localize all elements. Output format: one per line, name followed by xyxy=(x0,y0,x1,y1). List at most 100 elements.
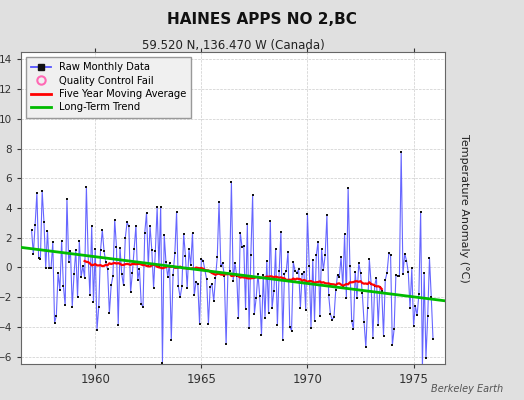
Point xyxy=(303,211,312,217)
Point xyxy=(330,314,338,320)
Point xyxy=(270,288,278,294)
Point xyxy=(231,260,239,266)
Point xyxy=(381,277,389,283)
Point xyxy=(176,294,184,301)
Point xyxy=(358,290,366,296)
Point xyxy=(187,262,195,268)
Point xyxy=(149,285,158,291)
Point xyxy=(280,270,289,277)
Point xyxy=(423,313,432,319)
Point xyxy=(193,281,202,288)
Point xyxy=(143,210,151,216)
Point xyxy=(96,247,105,253)
Point xyxy=(259,272,267,278)
Point xyxy=(378,288,386,294)
Point xyxy=(286,324,294,330)
Point xyxy=(119,282,128,289)
Point xyxy=(49,239,57,246)
Point xyxy=(315,312,324,319)
Point xyxy=(250,310,259,317)
Point xyxy=(61,302,69,308)
Point xyxy=(418,364,427,370)
Legend: Raw Monthly Data, Quality Control Fail, Five Year Moving Average, Long-Term Tren: Raw Monthly Data, Quality Control Fail, … xyxy=(26,57,191,118)
Point xyxy=(261,314,269,321)
Point xyxy=(169,272,177,278)
Point xyxy=(146,223,154,230)
Point xyxy=(73,294,82,300)
Point xyxy=(157,204,165,210)
Point xyxy=(64,258,73,265)
Point xyxy=(263,258,271,264)
Point xyxy=(91,246,100,252)
Point xyxy=(107,282,115,289)
Point xyxy=(305,263,313,269)
Point xyxy=(153,204,161,211)
Point xyxy=(254,270,262,277)
Point xyxy=(199,258,208,264)
Point xyxy=(369,335,377,341)
Point xyxy=(292,270,301,276)
Point xyxy=(163,274,172,280)
Point xyxy=(50,320,59,326)
Point xyxy=(70,271,78,278)
Point xyxy=(291,268,299,274)
Point xyxy=(356,269,365,276)
Point xyxy=(114,322,123,328)
Point xyxy=(63,196,71,202)
Point xyxy=(210,298,218,305)
Point xyxy=(72,247,80,253)
Point xyxy=(224,271,232,278)
Point xyxy=(339,284,347,291)
Point xyxy=(225,268,234,275)
Point xyxy=(185,246,193,253)
Point xyxy=(399,271,407,278)
Point xyxy=(257,332,266,338)
Point xyxy=(364,304,372,311)
Point xyxy=(310,317,319,324)
Point xyxy=(108,273,117,279)
Point xyxy=(190,292,199,298)
Point xyxy=(372,275,380,281)
Point xyxy=(201,267,209,274)
Point xyxy=(385,250,393,257)
Point xyxy=(379,332,388,339)
Point xyxy=(321,252,330,258)
Point xyxy=(79,263,87,269)
Point xyxy=(140,230,149,236)
Point xyxy=(227,179,236,186)
Point xyxy=(67,248,75,254)
Point xyxy=(222,341,230,348)
Point xyxy=(300,269,308,275)
Point xyxy=(81,274,89,281)
Point xyxy=(347,318,356,324)
Point xyxy=(242,306,250,313)
Point xyxy=(32,190,41,196)
Point xyxy=(29,251,38,257)
Point xyxy=(333,271,342,278)
Point xyxy=(35,255,43,262)
Point xyxy=(206,284,214,290)
Point xyxy=(337,254,345,260)
Point xyxy=(273,322,281,329)
Point xyxy=(296,305,304,311)
Point xyxy=(40,218,48,225)
Point xyxy=(406,305,414,311)
Point xyxy=(162,259,170,266)
Point xyxy=(346,262,354,269)
Point xyxy=(155,263,163,269)
Point xyxy=(103,266,112,273)
Point xyxy=(388,342,397,348)
Point xyxy=(275,268,283,275)
Title: 59.520 N, 136.470 W (Canada): 59.520 N, 136.470 W (Canada) xyxy=(142,39,324,52)
Point xyxy=(195,321,204,328)
Point xyxy=(402,257,411,264)
Point xyxy=(341,231,349,237)
Point xyxy=(229,278,237,284)
Text: Berkeley Earth: Berkeley Earth xyxy=(431,384,503,394)
Point xyxy=(123,219,131,226)
Point xyxy=(312,252,321,258)
Point xyxy=(204,320,213,327)
Point xyxy=(208,281,216,287)
Point xyxy=(137,300,146,307)
Point xyxy=(332,287,340,293)
